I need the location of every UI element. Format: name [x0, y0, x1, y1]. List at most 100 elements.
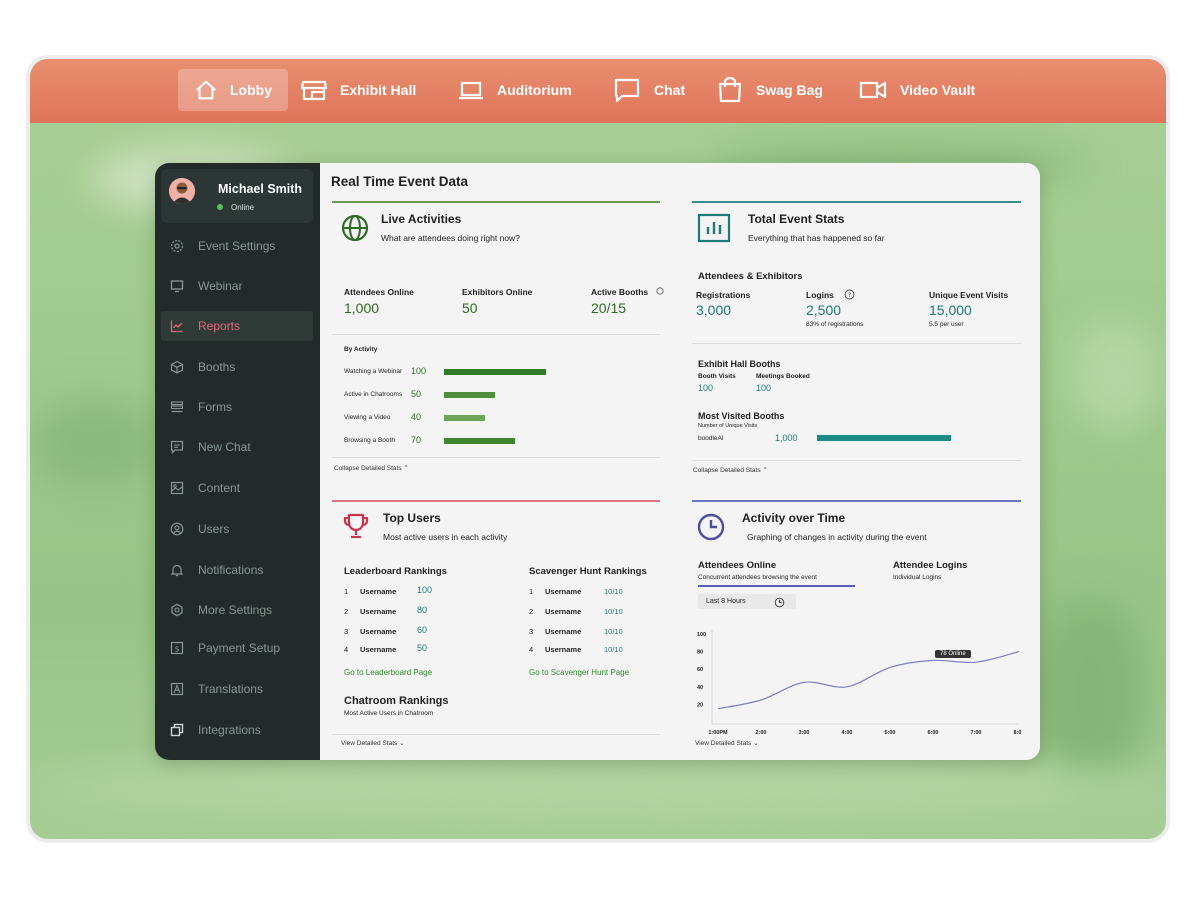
sidebar-item-notifications[interactable]: Notifications	[161, 555, 313, 585]
total-event-stats-card: Total Event Stats Everything that has ha…	[692, 201, 1021, 463]
bg-blur	[1030, 599, 1150, 789]
nav-auditorium[interactable]: Auditorium	[457, 69, 572, 111]
nav-swag-bag[interactable]: Swag Bag	[716, 69, 823, 111]
collapse-label: Collapse Detailed Stats	[334, 465, 402, 472]
monitor-icon	[169, 278, 185, 294]
chatroom-subtitle: Most Active Users in Chatroom	[344, 710, 434, 717]
x-tick-label: 6:00	[927, 730, 938, 736]
leaderboard-page-link[interactable]: Go to Leaderboard Page	[344, 668, 433, 677]
profile-name: Michael Smith	[218, 182, 303, 196]
activity-label: Watching a Webinar	[344, 368, 403, 375]
sidebar-item-users[interactable]: Users	[161, 514, 313, 544]
svg-text:$: $	[174, 644, 179, 653]
stat-value: 20/15	[591, 300, 627, 316]
sidebar-item-forms[interactable]: Forms	[161, 392, 313, 422]
nav-chat-label: Chat	[654, 82, 686, 98]
bg-blur	[30, 759, 1166, 819]
stat-label: Meetings Booked	[756, 373, 810, 380]
main-content: Real Time Event Data Live Activities Wha…	[320, 163, 1040, 760]
activity-label: Active in Chatrooms	[344, 391, 403, 398]
image-icon	[169, 480, 185, 496]
chevron-down-icon: ⌄	[399, 740, 405, 747]
rank-number: 3	[344, 627, 349, 636]
view-detailed-stats-link[interactable]: View Detailed Stats ⌄	[341, 739, 405, 747]
rank-number: 1	[344, 587, 349, 596]
username: Username	[360, 645, 397, 654]
rank-number: 4	[529, 645, 534, 654]
sidebar-item-label: Payment Setup	[198, 641, 281, 655]
sidebar-item-webinar[interactable]: Webinar	[161, 271, 313, 301]
shopping-bag-icon	[718, 77, 742, 103]
tab-attendees-online[interactable]: Attendees Online	[698, 560, 777, 571]
nav-exhibit-hall[interactable]: Exhibit Hall	[300, 69, 416, 111]
collapse-label: Collapse Detailed Stats	[693, 467, 761, 474]
sidebar-item-label: Reports	[198, 319, 241, 333]
sidebar-item-event-settings[interactable]: Event Settings	[161, 231, 313, 261]
score: 100	[417, 585, 433, 595]
user-profile[interactable]: Michael Smith Online	[161, 169, 313, 223]
username: Username	[545, 645, 582, 654]
trophy-icon	[343, 513, 369, 539]
admin-dashboard-window: Michael Smith Online Event Settings Webi…	[155, 163, 1040, 760]
sidebar-item-payment-setup[interactable]: $ Payment Setup	[161, 633, 313, 663]
nav-lobby-label: Lobby	[230, 82, 272, 98]
nav-lobby[interactable]: Lobby	[178, 69, 288, 111]
video-camera-icon	[859, 81, 887, 99]
nav-video-vault[interactable]: Video Vault	[858, 69, 975, 111]
clock-small-icon	[774, 597, 785, 608]
nav-exhibit-hall-label: Exhibit Hall	[340, 82, 417, 98]
y-tick-label: 100	[697, 632, 706, 638]
tab-attendee-logins[interactable]: Attendee Logins	[893, 560, 968, 571]
nav-chat[interactable]: Chat	[612, 69, 685, 111]
help-icon[interactable]	[656, 287, 664, 295]
view-detailed-stats-link[interactable]: View Detailed Stats ⌄	[695, 739, 759, 747]
help-icon[interactable]: ?	[844, 289, 855, 300]
x-tick-label: 2:00	[755, 730, 766, 736]
sidebar-item-new-chat[interactable]: New Chat	[161, 432, 313, 462]
nav-video-vault-label: Video Vault	[900, 82, 976, 98]
section-subtitle: Number of Unique Visits	[698, 423, 758, 429]
live-activities-card: Live Activities What are attendees doing…	[332, 201, 664, 463]
time-range-select[interactable]: Last 8 Hours	[698, 594, 796, 609]
card-accent-bar	[332, 201, 660, 203]
username: Username	[545, 627, 582, 636]
stat-label: Active Booths	[591, 287, 649, 297]
rank-number: 3	[529, 627, 534, 636]
clock-icon	[697, 513, 725, 541]
chevron-up-icon: ⌃	[403, 465, 409, 472]
collapse-detailed-stats-link[interactable]: Collapse Detailed Stats ⌃	[334, 464, 409, 472]
sidebar-item-reports[interactable]: Reports	[161, 311, 313, 341]
scavenger-page-link[interactable]: Go to Scavenger Hunt Page	[529, 668, 630, 677]
tooltip-text: 78 Online	[940, 651, 966, 657]
user-circle-icon	[169, 521, 185, 537]
translate-icon	[169, 681, 185, 697]
sidebar-item-booths[interactable]: Booths	[161, 352, 313, 382]
collapse-detailed-stats-link[interactable]: Collapse Detailed Stats ⌃	[693, 466, 768, 474]
sidebar-item-label: Users	[198, 522, 230, 536]
stat-value: 100	[698, 383, 714, 393]
time-range-value: Last 8 Hours	[706, 598, 746, 605]
stat-value: 15,000	[929, 302, 972, 318]
by-activity-label: By Activity	[344, 346, 378, 353]
stat-label: Attendees Online	[344, 287, 414, 297]
divider	[692, 460, 1021, 461]
booth-bar	[817, 435, 951, 441]
view-label: View Detailed Stats	[341, 740, 398, 747]
scavenger-title: Scavenger Hunt Rankings	[529, 566, 647, 577]
sidebar-item-label: Webinar	[198, 279, 243, 293]
card-accent-bar	[692, 201, 1021, 203]
y-tick-label: 80	[697, 650, 703, 656]
card-subtitle: Most active users in each activity	[383, 532, 508, 542]
sidebar-item-content[interactable]: Content	[161, 473, 313, 503]
sidebar-item-integrations[interactable]: Integrations	[161, 715, 313, 745]
divider	[332, 457, 660, 458]
card-subtitle: Everything that has happened so far	[748, 233, 885, 243]
card-title: Live Activities	[381, 212, 462, 226]
chevron-down-icon: ⌄	[753, 740, 759, 747]
sidebar-item-more-settings[interactable]: More Settings	[161, 595, 313, 625]
series-line	[717, 651, 1020, 710]
section-title: Attendees & Exhibitors	[698, 271, 803, 282]
dollar-icon: $	[169, 640, 185, 656]
sidebar-item-translations[interactable]: Translations	[161, 674, 313, 704]
score: 60	[417, 625, 428, 635]
